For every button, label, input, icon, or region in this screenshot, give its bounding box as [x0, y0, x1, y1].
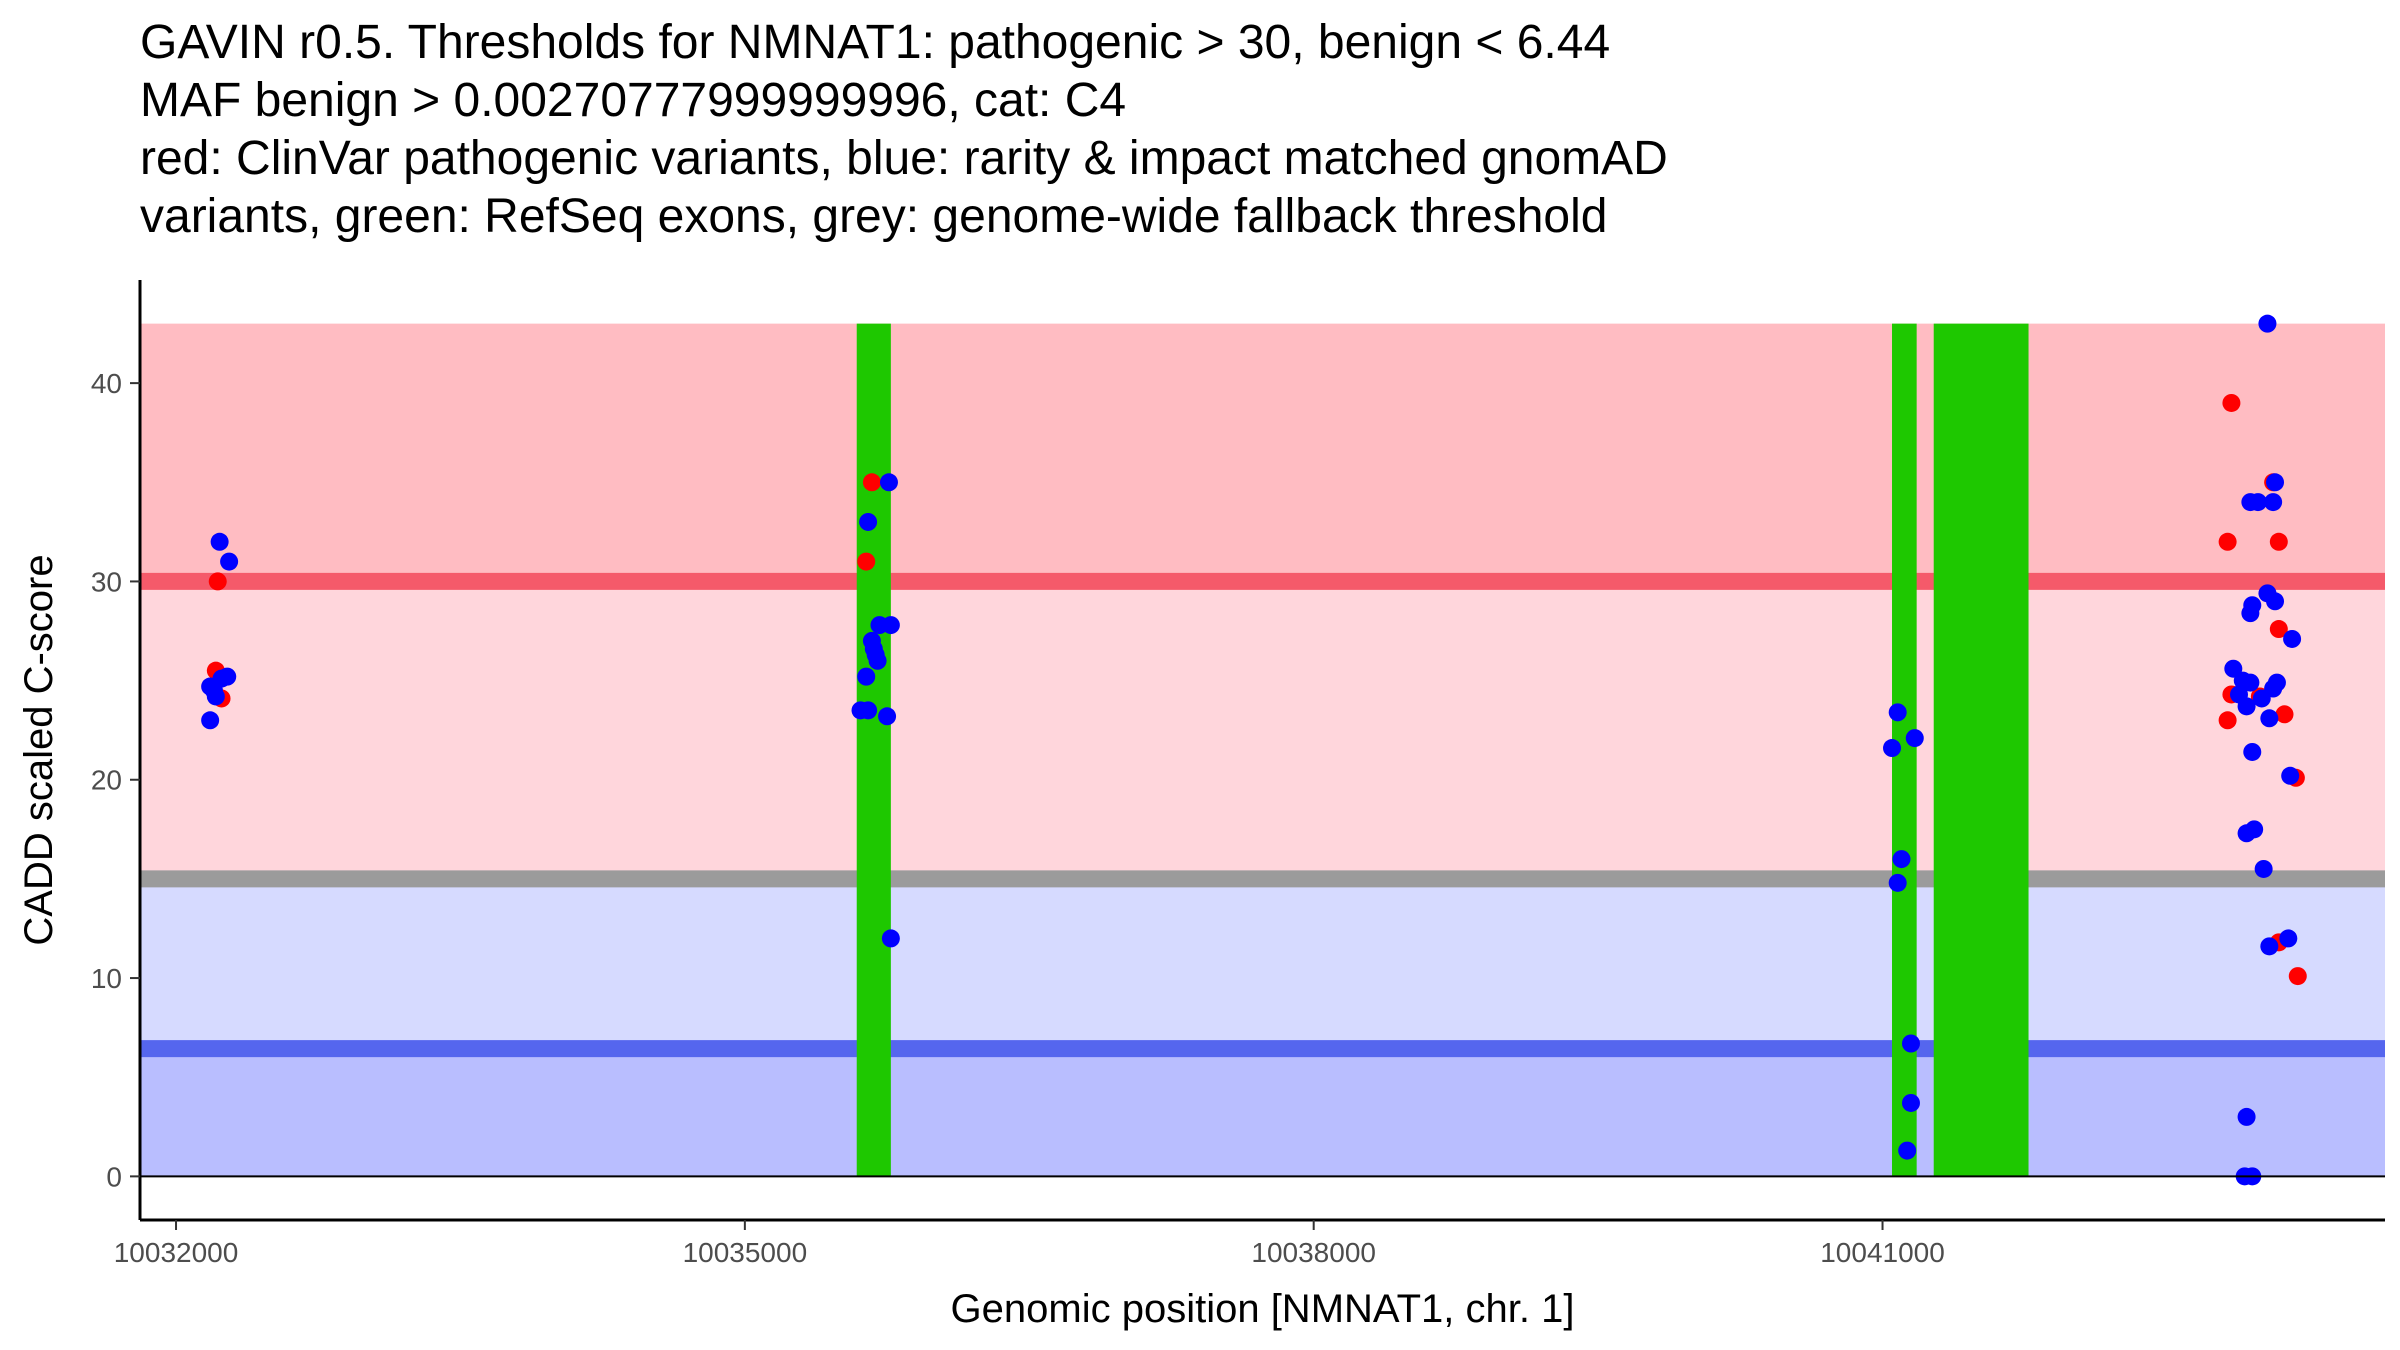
pathogenic-point — [862, 473, 881, 492]
pathogenic-point — [2269, 532, 2288, 551]
gnomad-point — [2241, 673, 2260, 692]
y-tick-label: 40 — [91, 368, 122, 399]
gnomad-point — [1901, 1034, 1920, 1053]
axes — [138, 280, 2385, 1222]
pathogenic-zone — [140, 323, 2385, 582]
gnomad-point — [881, 616, 900, 635]
pathogenic-point — [2288, 967, 2307, 986]
gnomad-point — [881, 929, 900, 948]
gnomad-point — [2266, 592, 2285, 611]
gnomad-point — [1901, 1093, 1920, 1112]
gnomad-point — [220, 552, 239, 571]
x-tick-label: 10038000 — [1251, 1237, 1376, 1268]
title-line-4: variants, green: RefSeq exons, grey: gen… — [140, 190, 1608, 243]
gnomad-point — [2254, 859, 2273, 878]
exon-bar-3 — [1933, 323, 2029, 1177]
intermediate-upper-zone — [140, 581, 2385, 879]
pathogenic-point — [208, 572, 227, 591]
gnomad-point — [2237, 824, 2256, 843]
gnomad-point — [2237, 697, 2256, 716]
gnomad-point — [1883, 739, 1902, 758]
gnomad-point — [2260, 709, 2279, 728]
title-line-2: MAF benign > 0.00270777999999996, cat: C… — [140, 74, 1127, 127]
gnomad-point — [1898, 1141, 1917, 1160]
gnomad-point — [2237, 1107, 2256, 1126]
x-tick-label: 10041000 — [1820, 1237, 1945, 1268]
gnomad-point — [2248, 493, 2267, 512]
gnomad-point — [868, 651, 887, 670]
x-tick-label: 10035000 — [683, 1237, 808, 1268]
pathogenic-point — [2218, 711, 2237, 730]
gnomad-point — [1888, 873, 1907, 892]
gnomad-point — [2281, 766, 2300, 785]
gnomad-point — [2266, 473, 2285, 492]
gnomad-point — [201, 711, 220, 730]
y-tick-label: 20 — [91, 765, 122, 796]
data-points — [201, 314, 2307, 1186]
gnomad-point — [859, 512, 878, 531]
gnomad-point — [2283, 629, 2302, 648]
exon-bar-1 — [856, 323, 891, 1177]
gnomad-point — [2264, 493, 2283, 512]
y-tick-label: 30 — [91, 566, 122, 597]
y-tick-label: 10 — [91, 963, 122, 994]
title-line-3: red: ClinVar pathogenic variants, blue: … — [140, 132, 1668, 185]
gnomad-point — [859, 701, 878, 720]
x-axis-title: Genomic position [NMNAT1, chr. 1] — [951, 1287, 1575, 1331]
gnomad-point — [2260, 937, 2279, 956]
gnomad-point — [878, 707, 897, 726]
gnomad-point — [2258, 314, 2277, 333]
gnomad-point — [206, 687, 225, 706]
y-axis-title: CADD scaled C-score — [17, 554, 61, 945]
pathogenic-point — [2222, 393, 2241, 412]
pathogenic-point — [2275, 705, 2294, 724]
benign-zone — [140, 1048, 2385, 1177]
x-tick-label: 10032000 — [114, 1237, 239, 1268]
intermediate-lower-zone — [140, 878, 2385, 1049]
gnomad-point — [2241, 604, 2260, 623]
y-tick-label: 0 — [106, 1161, 122, 1192]
chart-title: GAVIN r0.5. Thresholds for NMNAT1: patho… — [140, 14, 2380, 246]
title-line-1: GAVIN r0.5. Thresholds for NMNAT1: patho… — [140, 16, 1611, 69]
tick-marks: 0 10 20 30 40 10032000 10035000 10038000 1004100… — [91, 368, 1945, 1268]
gnomad-point — [1888, 703, 1907, 722]
pathogenic-point — [857, 552, 876, 571]
gnomad-point — [210, 532, 229, 551]
gnomad-point — [2279, 929, 2298, 948]
gnomad-point — [857, 667, 876, 686]
pathogenic-point — [2218, 532, 2237, 551]
gnomad-point — [1892, 850, 1911, 869]
gnomad-point — [2252, 689, 2271, 708]
gnomad-point — [879, 473, 898, 492]
gnomad-point — [1905, 729, 1924, 748]
gnomad-point — [2243, 742, 2262, 761]
pathogenic-point — [2269, 620, 2288, 639]
